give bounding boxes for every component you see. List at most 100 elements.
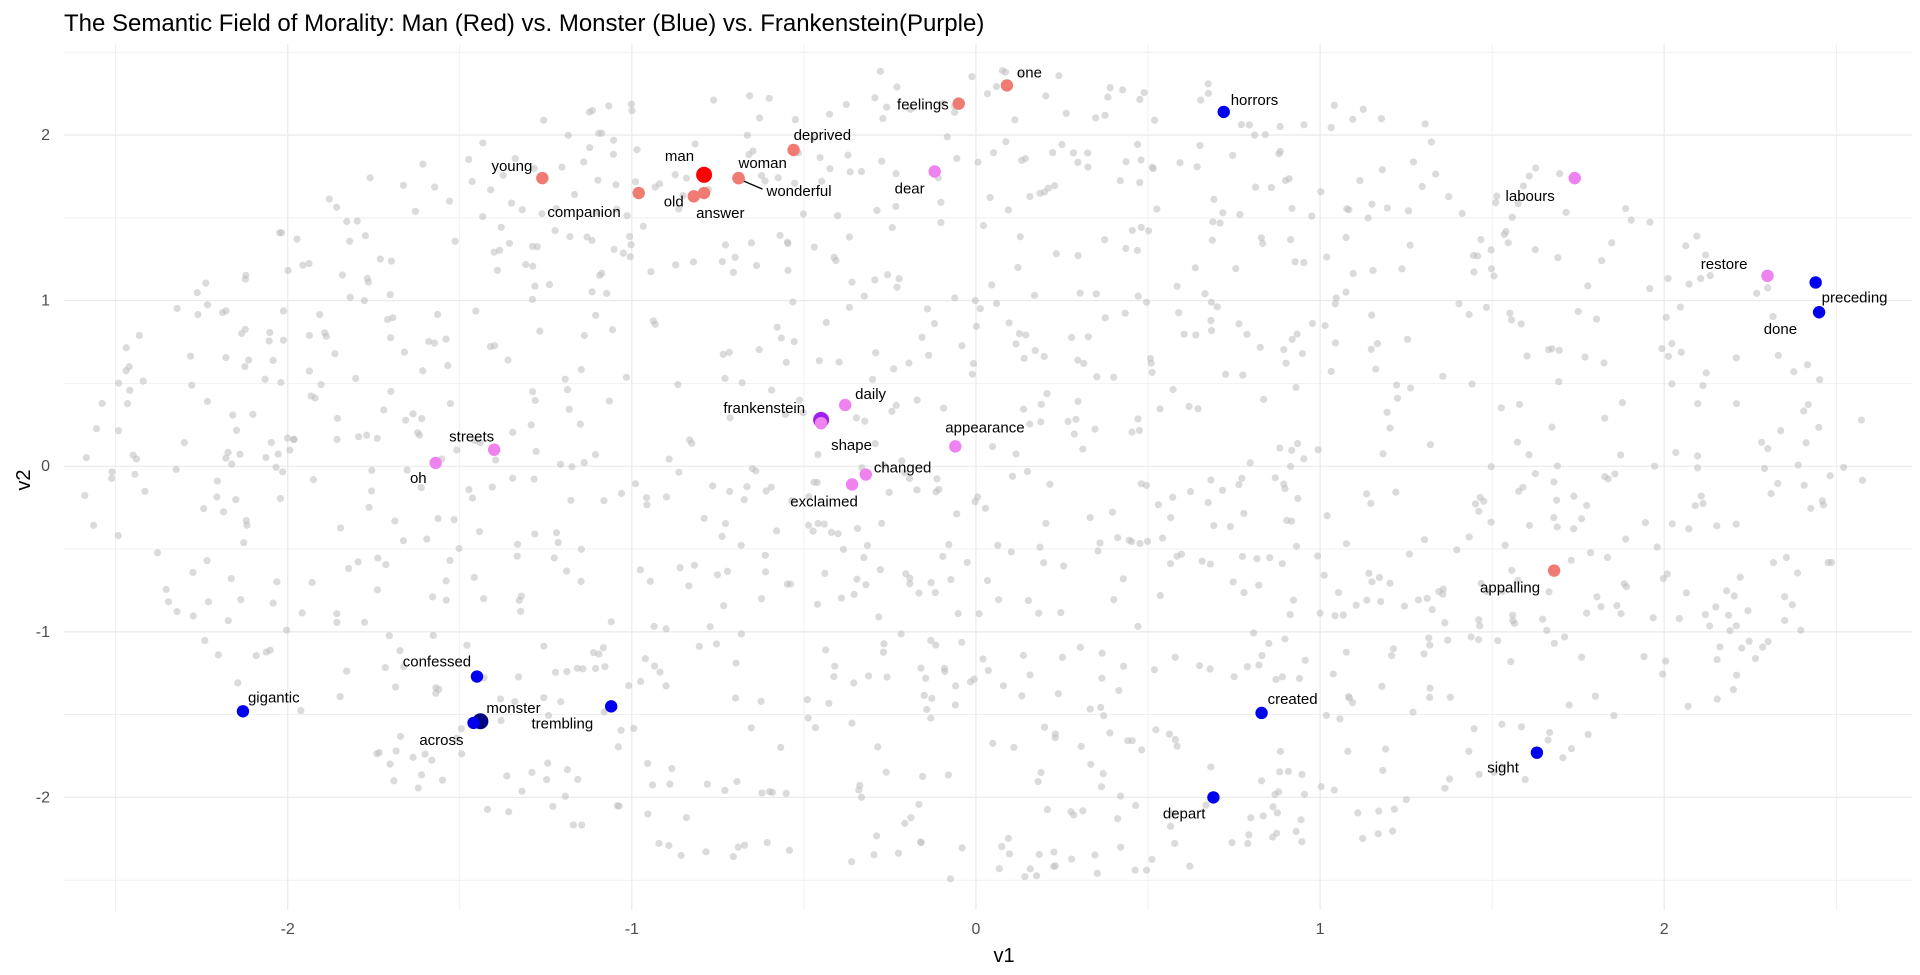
background-word-point xyxy=(1477,236,1485,244)
background-word-point xyxy=(249,410,257,418)
background-word-point xyxy=(1259,812,1267,820)
background-word-point xyxy=(1802,439,1810,447)
background-word-point xyxy=(1487,518,1495,526)
background-word-point xyxy=(1858,476,1867,484)
background-word-point xyxy=(601,663,609,671)
background-word-point xyxy=(1243,330,1251,338)
background-word-point xyxy=(748,465,756,473)
background-word-point xyxy=(201,636,209,645)
background-word-point xyxy=(927,636,935,645)
point-label-one: one xyxy=(1017,64,1042,81)
background-word-point xyxy=(860,553,868,562)
background-word-point xyxy=(1483,587,1491,596)
background-word-point xyxy=(873,832,881,840)
background-word-point xyxy=(1389,645,1398,653)
background-word-point xyxy=(731,253,739,261)
background-word-point xyxy=(1373,340,1382,348)
background-word-point xyxy=(927,579,935,587)
point-changed xyxy=(859,468,873,481)
background-word-point xyxy=(1453,546,1461,554)
background-word-point xyxy=(1544,736,1552,744)
background-word-point xyxy=(1646,285,1654,293)
background-word-point xyxy=(1386,424,1394,432)
background-word-point xyxy=(1077,742,1085,751)
background-word-point xyxy=(1005,850,1014,858)
background-word-point xyxy=(619,249,627,257)
background-word-point xyxy=(162,585,170,594)
background-word-point xyxy=(1072,415,1080,423)
background-word-point xyxy=(1738,644,1746,652)
background-word-point xyxy=(1490,272,1498,280)
background-word-point xyxy=(517,592,525,600)
background-word-point xyxy=(1354,809,1362,817)
background-word-point xyxy=(1641,518,1650,527)
background-word-point xyxy=(1284,767,1292,776)
background-word-point xyxy=(430,339,439,347)
background-word-point xyxy=(1286,610,1294,619)
background-word-point xyxy=(480,595,488,603)
background-word-point xyxy=(1724,611,1733,619)
background-word-point xyxy=(1468,380,1476,388)
background-word-point xyxy=(1441,784,1449,792)
background-word-point xyxy=(1697,492,1705,500)
background-word-point xyxy=(387,334,395,342)
background-word-point xyxy=(1108,508,1117,516)
background-word-point xyxy=(1034,777,1042,786)
background-word-point xyxy=(552,205,560,213)
background-word-point xyxy=(901,819,909,827)
background-word-point xyxy=(1134,292,1142,300)
background-word-point xyxy=(269,599,277,607)
background-word-point xyxy=(1507,658,1515,666)
background-word-point xyxy=(772,527,781,535)
background-word-point xyxy=(1057,609,1065,617)
background-word-point xyxy=(224,617,232,625)
background-word-point xyxy=(1076,643,1084,651)
background-word-point xyxy=(267,438,275,447)
background-word-point xyxy=(1498,587,1506,596)
background-word-point xyxy=(885,488,893,497)
background-word-point xyxy=(1555,378,1563,386)
background-word-point xyxy=(1475,616,1483,624)
background-word-point xyxy=(676,564,684,572)
background-word-point xyxy=(331,350,339,358)
background-word-point xyxy=(563,765,571,774)
background-word-point xyxy=(702,848,710,856)
background-word-point xyxy=(1531,246,1539,254)
background-word-point xyxy=(1764,284,1772,292)
background-word-point xyxy=(432,689,440,697)
background-word-point xyxy=(1143,537,1152,545)
background-word-point xyxy=(376,255,384,263)
background-word-point xyxy=(236,450,244,458)
background-word-point xyxy=(1076,289,1084,297)
background-word-point xyxy=(765,94,773,102)
background-word-point xyxy=(1235,320,1243,328)
background-word-point xyxy=(1297,816,1305,824)
background-word-point xyxy=(1004,834,1013,843)
background-word-point xyxy=(115,379,123,387)
background-word-point xyxy=(721,374,729,383)
background-word-point xyxy=(1342,233,1350,242)
background-word-point xyxy=(1426,641,1434,649)
background-word-point xyxy=(1525,451,1533,459)
background-word-point xyxy=(1525,172,1533,180)
background-word-point xyxy=(768,788,776,797)
background-word-point xyxy=(1409,158,1418,166)
background-word-point xyxy=(305,259,313,268)
background-word-point xyxy=(786,580,795,588)
background-word-point xyxy=(662,625,670,633)
background-word-point xyxy=(361,232,370,240)
background-word-point xyxy=(200,504,208,513)
background-word-point xyxy=(421,750,429,758)
background-word-point xyxy=(450,516,458,524)
background-word-point xyxy=(804,714,812,722)
background-word-point xyxy=(915,800,923,809)
background-word-point xyxy=(815,357,823,365)
background-word-point xyxy=(1732,354,1740,362)
background-word-point xyxy=(691,140,699,148)
point-label-preceding: preceding xyxy=(1822,289,1888,306)
background-word-point xyxy=(1426,684,1434,692)
background-word-point xyxy=(336,524,345,532)
point-label-young: young xyxy=(491,158,532,175)
point-oh xyxy=(429,456,442,470)
background-word-point xyxy=(1124,737,1132,745)
